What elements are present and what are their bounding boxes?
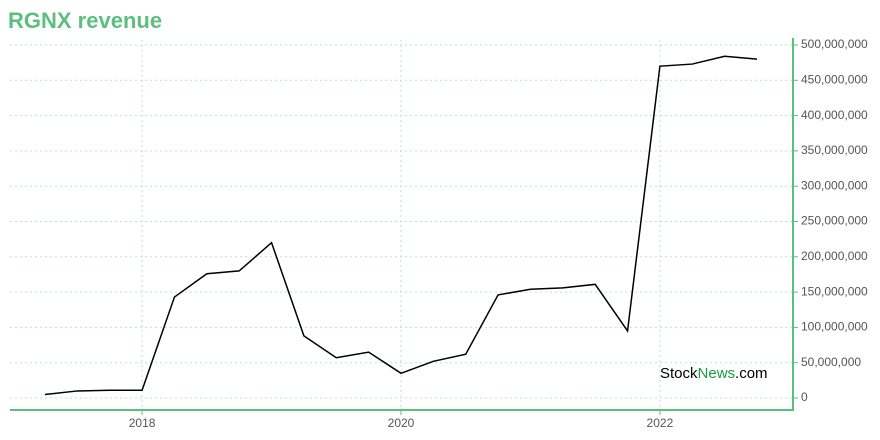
x-tick-label: 2022 <box>647 416 674 430</box>
y-tick-label: 100,000,000 <box>801 320 868 334</box>
y-tick-label: 150,000,000 <box>801 284 868 298</box>
y-tick-label: 450,000,000 <box>801 72 868 86</box>
x-tick-label: 2020 <box>388 416 415 430</box>
watermark-part: .com <box>735 365 768 382</box>
y-tick-label: 0 <box>801 390 808 404</box>
line <box>44 55 758 396</box>
y-tick-label: 400,000,000 <box>801 108 868 122</box>
watermark: StockNews.com <box>660 365 768 382</box>
y-tick-label: 350,000,000 <box>801 143 868 157</box>
y-tick-label: 200,000,000 <box>801 249 868 263</box>
y-tick-label: 500,000,000 <box>801 37 868 51</box>
y-tick-label: 300,000,000 <box>801 178 868 192</box>
y-tick-label: 50,000,000 <box>801 355 861 369</box>
y-tick-label: 250,000,000 <box>801 214 868 228</box>
watermark-part: Stock <box>660 365 698 382</box>
chart-title: RGNX revenue <box>8 8 162 33</box>
watermark-part: News <box>698 365 736 382</box>
x-tick-label: 2018 <box>129 416 156 430</box>
